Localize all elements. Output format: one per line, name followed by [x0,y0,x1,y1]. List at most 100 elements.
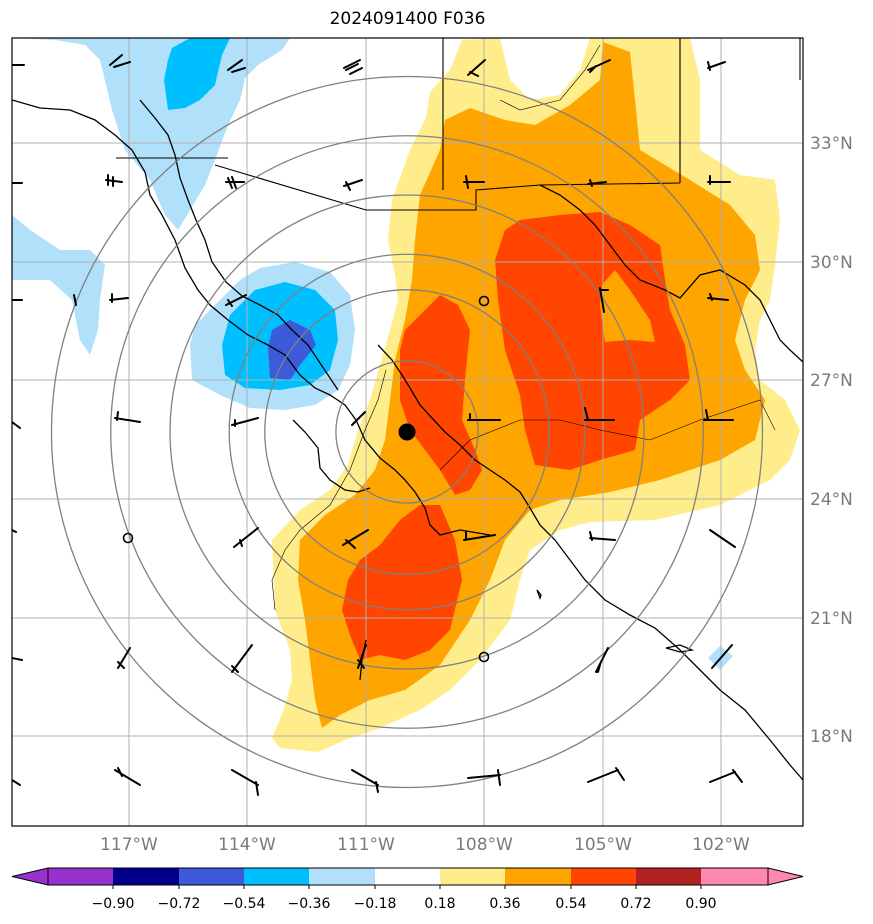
colorbar [11,867,804,889]
lon-label: 111°W [337,835,395,855]
colorbar-extend-min [11,867,49,886]
colorbar-tick-labels: −0.90 −0.72 −0.54 −0.36 −0.18 0.18 0.36 … [92,896,717,912]
plot-frame [11,37,804,827]
wind-barb [467,413,501,421]
lon-label: 108°W [455,835,513,855]
wind-barb [109,293,129,303]
neg-region-northwest [12,38,290,230]
coastlines [12,99,803,781]
neg-region-west [12,215,105,355]
lat-label: 27°N [810,371,853,391]
lat-label: 33°N [810,134,853,154]
wind-barb [709,769,743,783]
lon-label: 105°W [574,835,632,855]
wind-barb [707,61,726,71]
range-ring [228,253,586,611]
wind-barb [342,529,369,549]
lat-label: 24°N [810,490,853,510]
wind-barb [589,531,616,541]
colorbar-tick-label: 0.72 [620,896,651,912]
colorbar-tick-label: −0.18 [354,896,397,912]
contour-0.54-0.72-central [400,295,482,495]
wind-barbs [12,54,743,796]
wind-barb [225,176,245,189]
wind-barb [233,527,259,548]
wind-barb [114,767,141,786]
range-ring [335,360,479,504]
neg-region-gulf-core [268,320,316,380]
colorbar-segment [309,868,375,885]
calm-marker [122,532,134,544]
wind-barb [467,769,501,786]
wind-barb [231,417,259,427]
lat-label: 30°N [810,253,853,273]
graticule [12,38,803,826]
colorbar-tick-label: −0.36 [288,896,331,912]
storm-center-marker [398,423,416,441]
wind-barb [73,294,77,306]
wind-barb [707,175,731,185]
wind-barb [231,644,253,673]
wind-barb [12,421,21,429]
colorbar-segment [179,868,244,885]
wind-barb [463,531,496,541]
colorbar-tick-label: 0.18 [424,896,455,912]
wind-barb [225,294,247,307]
lat-label: 21°N [810,609,853,629]
state-borders [116,38,801,211]
colorbar-tick-label: 0.54 [555,896,586,912]
internal-boundaries [271,44,776,611]
wind-barb [587,767,625,783]
wind-barb [114,411,141,423]
contour-0.54-0.72-north [495,212,690,470]
lon-label: 102°W [692,835,750,855]
wind-barb [703,409,734,421]
wind-barb [463,175,485,189]
map-title: 2024091400 F036 [329,9,486,29]
colorbar-tick-label: −0.72 [158,896,201,912]
colorbar-segment [636,868,701,885]
wind-barb [711,644,733,669]
wind-barb [109,54,131,68]
wind-barb [707,293,729,301]
contour-0.54-0.72-south [342,505,462,660]
wind-barb [343,59,363,75]
colorbar-segment [571,868,636,885]
wind-barb [584,407,615,421]
colorbar-segment [701,868,768,885]
wind-barb [709,529,736,548]
calm-wind-markers [122,295,490,663]
colorbar-tick-label: 0.90 [685,896,716,912]
wind-barb [227,59,246,73]
lon-label: 117°W [100,835,158,855]
lon-label: 114°W [218,835,276,855]
range-ring [169,194,645,670]
wind-barb [599,287,609,313]
calm-marker [478,295,490,307]
colorbar-tick-label: −0.54 [223,896,266,912]
colorbar-segment [48,868,113,885]
wind-barb [357,644,367,669]
latitude-labels: 33°N 30°N 27°N 24°N 21°N 18°N [810,134,853,747]
wind-barb [595,647,609,673]
range-ring [110,135,704,729]
colorbar-segment [440,868,505,885]
positive-anomaly-field [272,38,800,752]
lat-label: 18°N [810,727,853,747]
negative-anomaly-field [12,38,733,670]
range-rings [50,75,764,789]
wind-barb [12,529,17,533]
neg-region-northwest-core [164,38,230,110]
wind-barb [351,769,379,793]
wind-barb [351,411,366,426]
calm-marker [478,651,490,663]
colorbar-segment [113,868,179,885]
longitude-labels: 117°W 114°W 111°W 108°W 105°W 102°W [100,835,750,855]
wind-barb [231,769,259,796]
wind-barb [12,779,21,786]
wind-barb [12,657,23,661]
wind-barb [467,59,486,77]
wind-barb [587,59,611,73]
colorbar-tick-label: −0.90 [92,896,135,912]
